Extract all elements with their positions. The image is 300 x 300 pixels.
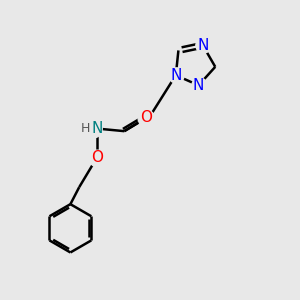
Text: N: N [197,38,208,53]
Text: O: O [91,150,103,165]
Text: N: N [91,121,103,136]
Text: H: H [80,122,90,135]
Text: N: N [170,68,182,83]
Text: O: O [140,110,152,125]
Text: N: N [193,78,204,93]
